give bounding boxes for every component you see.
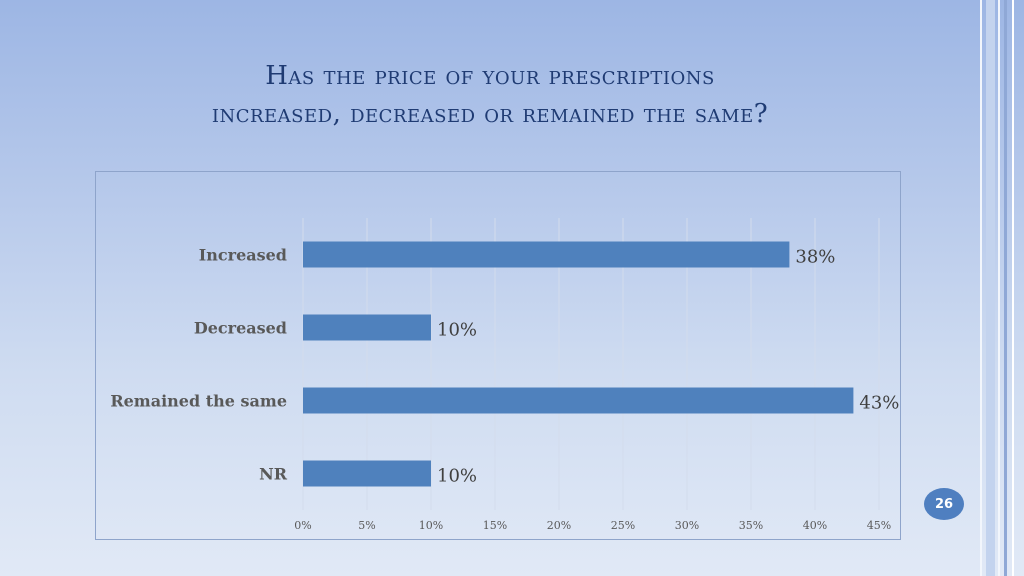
x-tick-label: 25% [611, 519, 635, 532]
bar-remained-the-same [303, 387, 854, 414]
data-label: 38% [795, 247, 835, 268]
rail-band [1004, 0, 1007, 576]
page-number: 26 [934, 496, 954, 512]
x-tick-label: 45% [867, 519, 891, 532]
rail-line [1012, 0, 1014, 576]
decorative-side-rails [980, 0, 1024, 576]
bar-decreased [303, 314, 431, 341]
slide-title: Has the price of your prescriptions incr… [60, 57, 920, 133]
x-tick-label: 35% [739, 519, 763, 532]
page-number-badge: 26 [924, 488, 964, 520]
x-tick-label: 10% [419, 519, 443, 532]
data-label: 10% [437, 320, 477, 341]
category-label: Increased [199, 246, 287, 265]
bar-chart: 0% 5% 10% 15% 20% 25% 30% 35% 40% 45% Increased 38%… [110, 218, 899, 532]
x-tick-label: 0% [294, 519, 311, 532]
category-label: Decreased [194, 319, 287, 338]
category-label: Remained the same [110, 392, 287, 411]
x-tick-label: 30% [675, 519, 699, 532]
x-tick-label: 5% [358, 519, 375, 532]
rail-line [980, 0, 982, 576]
x-tick-label: 20% [547, 519, 571, 532]
x-tick-label: 15% [483, 519, 507, 532]
data-label: 10% [437, 466, 477, 487]
rail-band [986, 0, 995, 576]
slide-title-line2: increased, decreased or remained the sam… [211, 99, 769, 130]
slide-title-line1: Has the price of your prescriptions [265, 61, 715, 92]
chart-frame: 0% 5% 10% 15% 20% 25% 30% 35% 40% 45% Increased 38%… [95, 171, 901, 540]
x-tick-label: 40% [803, 519, 827, 532]
data-label: 43% [859, 393, 899, 414]
category-label: NR [259, 465, 288, 484]
rail-line [998, 0, 1000, 576]
bar-nr [303, 460, 431, 487]
bar-increased [303, 241, 790, 268]
